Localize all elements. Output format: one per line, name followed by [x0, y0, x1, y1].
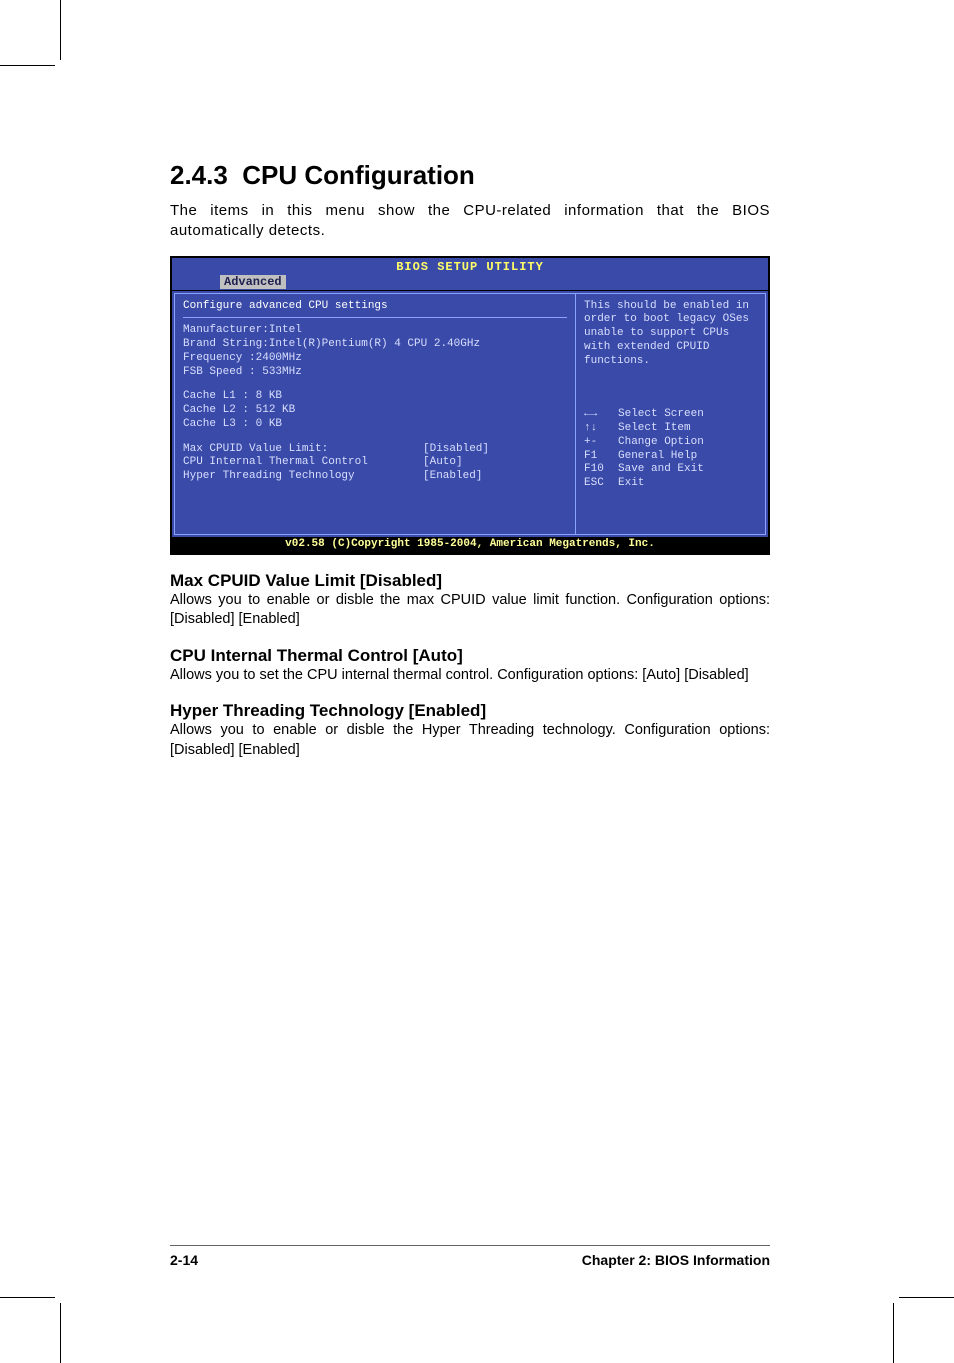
nav-label: Select Item: [618, 422, 691, 436]
cpu-info-line: FSB Speed : 533MHz: [183, 366, 567, 380]
bios-title: BIOS SETUP UTILITY: [172, 258, 768, 275]
nav-row: F10Save and Exit: [584, 463, 759, 477]
cpu-info-line: Manufacturer:Intel: [183, 324, 567, 338]
nav-key: F1: [584, 450, 618, 464]
nav-row: ←→Select Screen: [584, 408, 759, 422]
bios-config-header: Configure advanced CPU settings: [183, 300, 567, 314]
subsection-body: Allows you to set the CPU internal therm…: [170, 666, 770, 686]
subsection-body: Allows you to enable or disble the Hyper…: [170, 721, 770, 760]
page-number: 2-14: [170, 1252, 198, 1268]
cache-line: Cache L2 : 512 KB: [183, 404, 567, 418]
setting-row[interactable]: CPU Internal Thermal Control [Auto]: [183, 456, 567, 470]
nav-key: ↑↓: [584, 422, 618, 436]
bios-nav-help: ←→Select Screen ↑↓Select Item +-Change O…: [584, 408, 759, 491]
cache-line: Cache L1 : 8 KB: [183, 390, 567, 404]
subsection-heading: CPU Internal Thermal Control [Auto]: [170, 646, 770, 666]
cache-line: Cache L3 : 0 KB: [183, 418, 567, 432]
setting-row[interactable]: Hyper Threading Technology [Enabled]: [183, 470, 567, 484]
setting-value: [Auto]: [423, 456, 463, 470]
setting-value: [Enabled]: [423, 470, 482, 484]
subsection-heading: Max CPUID Value Limit [Disabled]: [170, 571, 770, 591]
subsection-body: Allows you to enable or disble the max C…: [170, 591, 770, 630]
nav-label: Change Option: [618, 436, 704, 450]
bios-footer: v02.58 (C)Copyright 1985-2004, American …: [172, 537, 768, 553]
setting-row[interactable]: Max CPUID Value Limit: [Disabled]: [183, 443, 567, 457]
nav-key: ESC: [584, 477, 618, 491]
nav-key: +-: [584, 436, 618, 450]
nav-label: Exit: [618, 477, 644, 491]
tab-advanced[interactable]: Advanced: [220, 275, 286, 289]
setting-label: Hyper Threading Technology: [183, 470, 423, 484]
cpu-info-line: Frequency :2400MHz: [183, 352, 567, 366]
chapter-label: Chapter 2: BIOS Information: [582, 1252, 770, 1268]
section-title-text: CPU Configuration: [242, 160, 475, 190]
bios-help-text: This should be enabled in order to boot …: [584, 300, 759, 369]
nav-key: F10: [584, 463, 618, 477]
nav-label: General Help: [618, 450, 697, 464]
nav-label: Save and Exit: [618, 463, 704, 477]
bios-right-panel: This should be enabled in order to boot …: [575, 293, 766, 535]
nav-key: ←→: [584, 408, 618, 422]
nav-row: +-Change Option: [584, 436, 759, 450]
cpu-info-line: Brand String:Intel(R)Pentium(R) 4 CPU 2.…: [183, 338, 567, 352]
nav-row: F1General Help: [584, 450, 759, 464]
nav-label: Select Screen: [618, 408, 704, 422]
nav-row: ↑↓Select Item: [584, 422, 759, 436]
setting-label: CPU Internal Thermal Control: [183, 456, 423, 470]
bios-tabs: Advanced: [172, 275, 768, 290]
nav-row: ESCExit: [584, 477, 759, 491]
section-number: 2.4.3: [170, 160, 228, 190]
setting-label: Max CPUID Value Limit:: [183, 443, 423, 457]
setting-value: [Disabled]: [423, 443, 489, 457]
bios-screenshot: BIOS SETUP UTILITY Advanced Configure ad…: [170, 256, 770, 555]
page-footer: 2-14 Chapter 2: BIOS Information: [170, 1245, 770, 1268]
section-heading: 2.4.3 CPU Configuration: [170, 160, 770, 191]
section-intro: The items in this menu show the CPU-rela…: [170, 201, 770, 242]
subsection-heading: Hyper Threading Technology [Enabled]: [170, 701, 770, 721]
bios-left-panel: Configure advanced CPU settings Manufact…: [174, 293, 575, 535]
